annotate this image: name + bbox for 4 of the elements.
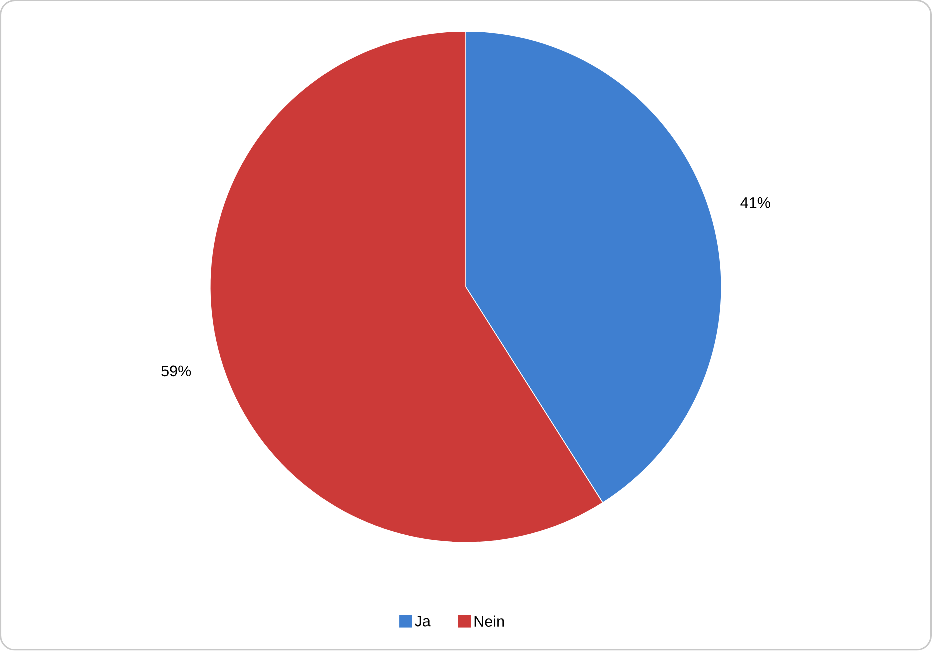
data-label: 59%	[162, 366, 192, 377]
legend-label: Nein	[474, 616, 504, 628]
legend-label: Ja	[415, 616, 431, 627]
data-label: 41%	[740, 198, 770, 208]
